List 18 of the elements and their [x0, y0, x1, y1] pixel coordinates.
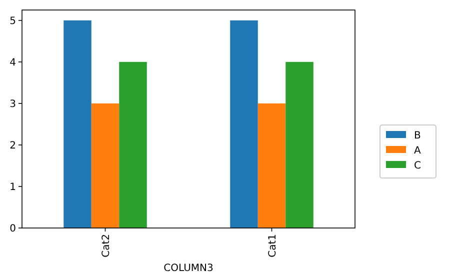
bar	[119, 62, 147, 228]
legend-label: A	[414, 146, 421, 156]
bar	[230, 20, 258, 228]
y-tick-label: 2	[10, 140, 16, 152]
bar	[91, 103, 120, 228]
y-tick-label: 3	[10, 98, 16, 110]
x-tick-label: Cat2	[100, 234, 112, 258]
y-tick-label: 1	[10, 182, 16, 193]
y-tick-label: 5	[10, 16, 16, 27]
x-tick-label: Cat1	[267, 234, 278, 258]
bar	[286, 62, 314, 228]
legend-label: B	[414, 130, 421, 142]
legend-label: C	[414, 160, 421, 172]
y-tick-label: 0	[10, 224, 16, 234]
x-axis-title: COLUMN3	[164, 263, 214, 274]
bar	[64, 20, 92, 228]
y-tick-label: 4	[10, 57, 16, 68]
bar	[258, 103, 286, 228]
